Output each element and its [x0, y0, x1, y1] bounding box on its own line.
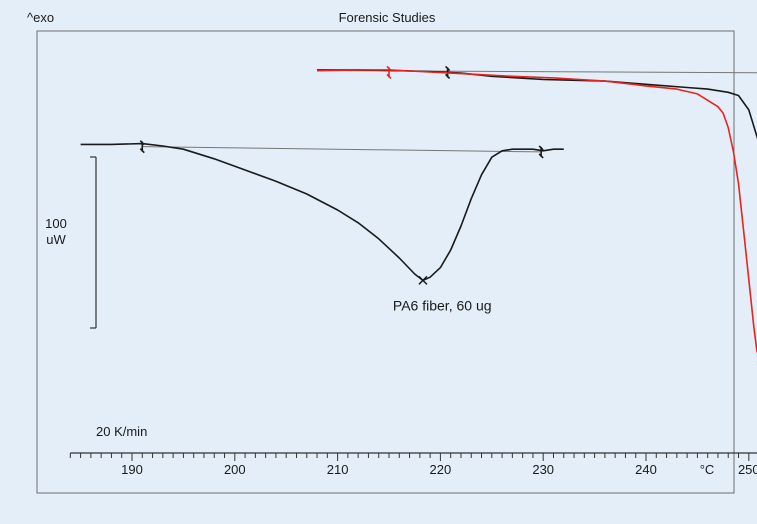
x-tick-label: 230: [532, 462, 554, 477]
y-scale-bar: [90, 156, 97, 329]
x-tick-label: 200: [224, 462, 246, 477]
chart-title: Forensic Studies: [339, 10, 436, 25]
series-3: PA66 fiber, 60 ug: [316, 65, 757, 364]
series-2: PET fiber, 50 ug: [317, 65, 757, 140]
baselines: [142, 70, 757, 153]
plot-frame: [36, 30, 735, 494]
baseline-line: [142, 146, 542, 153]
x-tick-label: 190: [121, 462, 143, 477]
series-layer: PA6 fiber, 60 ug PET fiber, 50 ugPA66 fib…: [80, 65, 757, 364]
scale-bar-value: 100: [45, 216, 67, 231]
exo-direction-label: ^exo: [27, 10, 54, 25]
series-label: PA6 fiber, 60 ug: [393, 297, 492, 313]
x-tick-label: 220: [430, 462, 452, 477]
series-1: PA6 fiber, 60 ug: [80, 140, 564, 313]
x-axis-unit: °C: [700, 462, 715, 477]
integration-limit-marker: [386, 65, 392, 80]
integration-limit-marker: [139, 140, 145, 154]
x-axis: 190200210220230240250260: [69, 452, 757, 477]
x-tick-label: 210: [327, 462, 349, 477]
x-tick-label: 250: [738, 462, 757, 477]
peak-marker: [418, 275, 428, 285]
heating-rate-label: 20 K/min: [96, 424, 147, 439]
series-line: [316, 69, 757, 354]
scale-bar-unit: uW: [46, 232, 66, 247]
series-line: [80, 142, 564, 282]
series-line: [317, 69, 757, 140]
integration-limit-marker: [538, 145, 544, 159]
x-tick-label: 240: [635, 462, 657, 477]
